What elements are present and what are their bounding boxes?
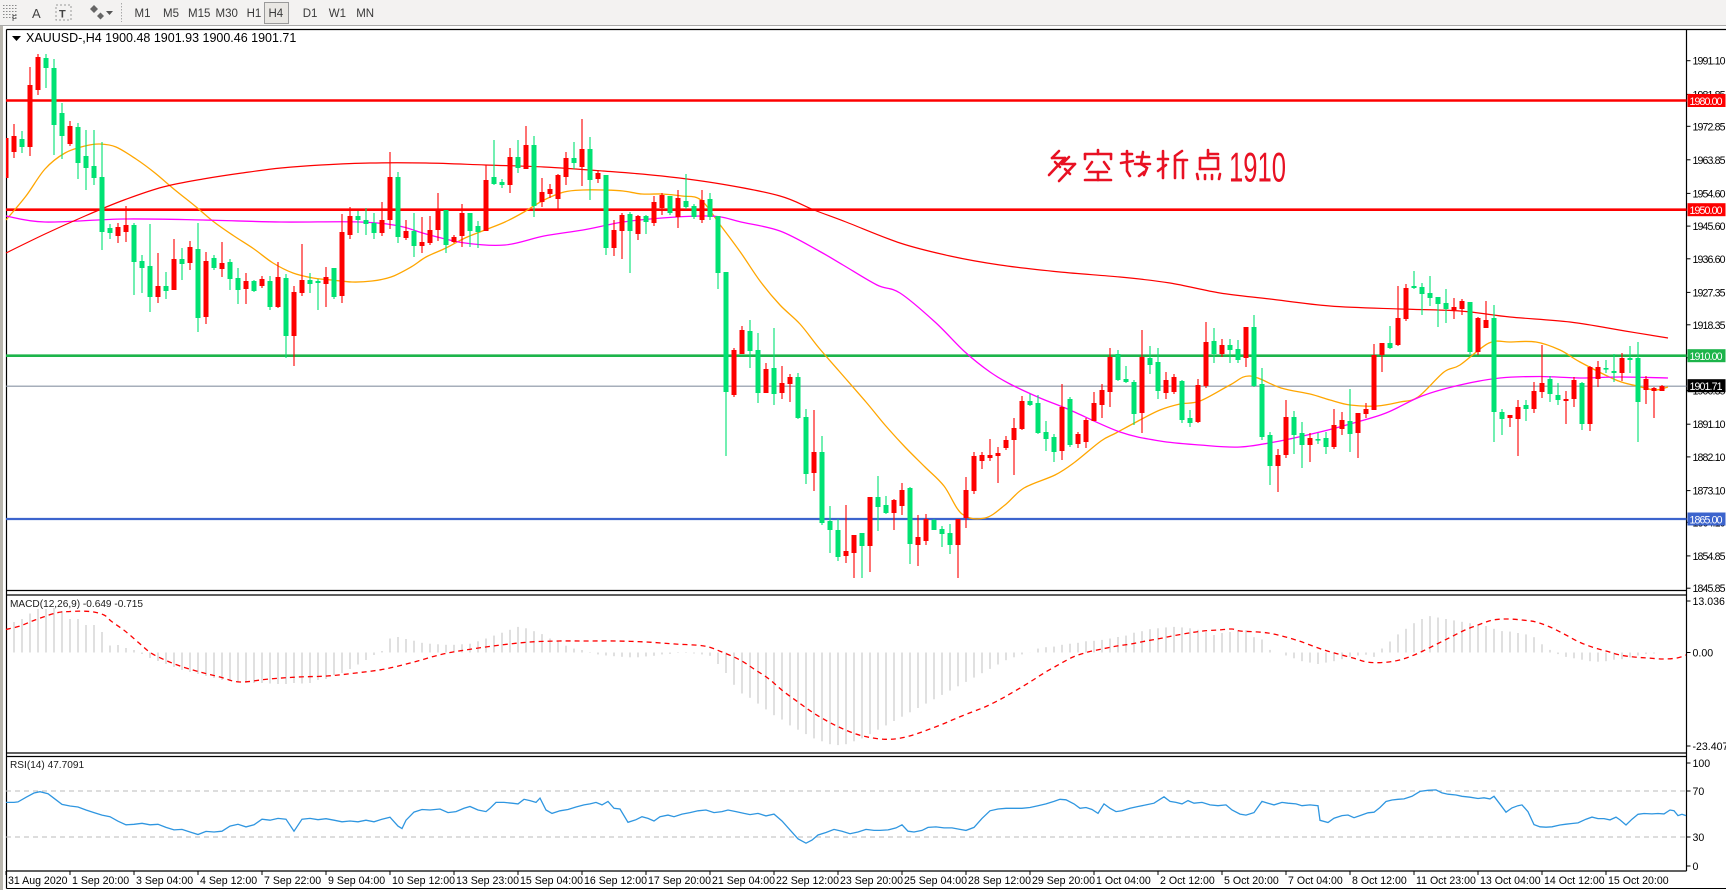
svg-text:13 Sep 23:00: 13 Sep 23:00: [456, 875, 519, 887]
svg-text:0.00: 0.00: [1693, 648, 1714, 660]
svg-text:1945.60: 1945.60: [1693, 221, 1726, 233]
svg-text:7 Sep 22:00: 7 Sep 22:00: [264, 875, 321, 887]
svg-text:XAUUSD-,H4 1900.48 1901.93 19: XAUUSD-,H4 1900.48 1901.93 1900.46 1901.…: [26, 31, 296, 45]
svg-text:A: A: [32, 6, 41, 21]
svg-text:1910.00: 1910.00: [1690, 351, 1723, 363]
svg-text:H4: H4: [269, 8, 284, 20]
svg-text:MN: MN: [356, 8, 374, 20]
svg-text:29 Sep 20:00: 29 Sep 20:00: [1032, 875, 1095, 887]
svg-text:15 Sep 04:00: 15 Sep 04:00: [520, 875, 583, 887]
svg-text:1950.00: 1950.00: [1690, 205, 1723, 217]
svg-text:1901.71: 1901.71: [1690, 381, 1723, 393]
svg-text:1891.10: 1891.10: [1693, 419, 1726, 431]
svg-text:M1: M1: [135, 8, 151, 20]
svg-text:25 Sep 04:00: 25 Sep 04:00: [904, 875, 967, 887]
svg-text:70: 70: [1693, 786, 1705, 798]
svg-text:1991.10: 1991.10: [1693, 56, 1726, 68]
svg-text:17 Sep 20:00: 17 Sep 20:00: [648, 875, 711, 887]
svg-text:1972.85: 1972.85: [1693, 121, 1726, 133]
svg-text:1873.10: 1873.10: [1693, 486, 1726, 498]
svg-text:1882.10: 1882.10: [1693, 452, 1726, 464]
svg-text:H1: H1: [247, 8, 262, 20]
svg-text:RSI(14) 47.7091: RSI(14) 47.7091: [10, 760, 84, 771]
svg-text:10 Sep 12:00: 10 Sep 12:00: [392, 875, 455, 887]
svg-text:7 Oct 04:00: 7 Oct 04:00: [1288, 875, 1343, 887]
svg-text:16 Sep 12:00: 16 Sep 12:00: [584, 875, 647, 887]
svg-text:22 Sep 12:00: 22 Sep 12:00: [776, 875, 839, 887]
svg-text:21 Sep 04:00: 21 Sep 04:00: [712, 875, 775, 887]
svg-text:13 Oct 04:00: 13 Oct 04:00: [1480, 875, 1541, 887]
svg-text:T: T: [59, 9, 66, 21]
svg-text:-23.407: -23.407: [1693, 741, 1726, 753]
svg-text:M15: M15: [188, 8, 210, 20]
svg-text:1845.85: 1845.85: [1693, 583, 1726, 595]
svg-text:28 Sep 12:00: 28 Sep 12:00: [968, 875, 1031, 887]
svg-text:MACD(12,26,9) -0.649 -0.715: MACD(12,26,9) -0.649 -0.715: [10, 599, 143, 610]
svg-text:100: 100: [1693, 758, 1711, 770]
svg-text:M5: M5: [163, 8, 179, 20]
svg-text:2 Oct 12:00: 2 Oct 12:00: [1160, 875, 1215, 887]
svg-text:1910: 1910: [1229, 144, 1286, 191]
svg-text:1963.85: 1963.85: [1693, 155, 1726, 167]
svg-text:1918.35: 1918.35: [1693, 320, 1726, 332]
svg-text:8 Oct 12:00: 8 Oct 12:00: [1352, 875, 1407, 887]
svg-text:1865.00: 1865.00: [1690, 515, 1723, 527]
svg-text:5 Oct 20:00: 5 Oct 20:00: [1224, 875, 1279, 887]
svg-text:W1: W1: [329, 8, 346, 20]
svg-text:15 Oct 20:00: 15 Oct 20:00: [1608, 875, 1669, 887]
svg-text:1954.60: 1954.60: [1693, 188, 1726, 200]
svg-text:1854.85: 1854.85: [1693, 551, 1726, 563]
svg-text:30: 30: [1693, 832, 1705, 844]
svg-text:1936.60: 1936.60: [1693, 254, 1726, 266]
svg-text:13.036: 13.036: [1693, 596, 1726, 608]
svg-text:14 Oct 12:00: 14 Oct 12:00: [1544, 875, 1605, 887]
svg-text:23 Sep 20:00: 23 Sep 20:00: [840, 875, 903, 887]
svg-text:D1: D1: [303, 8, 318, 20]
svg-text:1 Oct 04:00: 1 Oct 04:00: [1096, 875, 1151, 887]
svg-text:M30: M30: [216, 8, 238, 20]
svg-text:4 Sep 12:00: 4 Sep 12:00: [200, 875, 257, 887]
svg-text:0: 0: [1693, 861, 1699, 873]
svg-text:1927.35: 1927.35: [1693, 287, 1726, 299]
svg-text:11 Oct 23:00: 11 Oct 23:00: [1416, 875, 1476, 887]
svg-text:3 Sep 04:00: 3 Sep 04:00: [136, 875, 193, 887]
svg-text:F: F: [12, 14, 17, 23]
svg-text:9 Sep 04:00: 9 Sep 04:00: [328, 875, 385, 887]
svg-text:1 Sep 20:00: 1 Sep 20:00: [72, 875, 129, 887]
svg-text:1980.00: 1980.00: [1690, 96, 1723, 108]
svg-text:31 Aug 2020: 31 Aug 2020: [8, 875, 68, 887]
